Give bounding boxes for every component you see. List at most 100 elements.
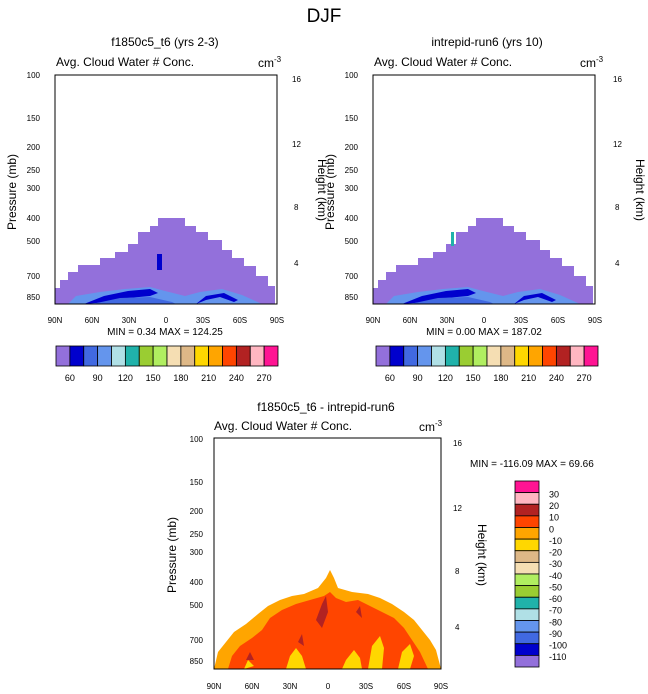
colorbar-swatch <box>69 345 85 367</box>
panel-1-unit: cm-3 <box>258 55 282 70</box>
panel-1-htick-12: 12 <box>292 140 301 149</box>
colorbar-swatch <box>83 345 99 367</box>
panel-2-htick-8: 8 <box>615 203 620 212</box>
panel-2-subtitle: Avg. Cloud Water # Conc. <box>374 55 512 69</box>
panel-3-diff-yellow <box>244 636 414 669</box>
panel-3: f1850c5_t6 - intrepid-run6 Avg. Cloud Wa… <box>165 400 594 691</box>
colorbar-swatch <box>583 345 599 367</box>
colorbar-swatch <box>514 585 540 598</box>
panel-3-ytick-150: 150 <box>190 478 204 487</box>
colorbar-swatch <box>542 345 557 367</box>
panel-2-xtick-60s: 60S <box>551 316 565 325</box>
colorbar-swatch <box>514 573 540 587</box>
colorbar-swatch <box>514 515 540 528</box>
panel-1-htick-16: 16 <box>292 75 301 84</box>
colorbar-swatch <box>500 345 516 367</box>
panel-2-plot <box>373 218 593 304</box>
panel-1-title: f1850c5_t6 (yrs 2-3) <box>111 35 218 49</box>
panel-1-xtick-30s: 30S <box>196 316 210 325</box>
panel-3-colorbar-labels: 30 20 10 0 -10 -20 -30 -40 -50 -60 -70 -… <box>549 489 567 662</box>
panel-2: intrepid-run6 (yrs 10) Avg. Cloud Water … <box>323 35 647 383</box>
panel-3-ytick-400: 400 <box>190 578 204 587</box>
panel-3-height-ticks: 16 12 8 4 <box>453 439 462 632</box>
panel-3-cb-label-m10: -10 <box>549 536 562 546</box>
panel-3-cb-label-m80: -80 <box>549 617 562 627</box>
panel-2-cb-label-240: 240 <box>549 373 564 383</box>
panel-2-cb-label-180: 180 <box>493 373 508 383</box>
colorbar-swatch <box>249 345 265 367</box>
panel-3-xtick-60s: 60S <box>397 682 411 691</box>
panel-3-ytick-100: 100 <box>190 435 204 444</box>
panel-3-xtick-30n: 30N <box>283 682 298 691</box>
panel-3-cb-label-m110: -110 <box>549 652 566 662</box>
panel-1-cb-label-120: 120 <box>118 373 133 383</box>
panel-3-ylabel-right: Height (km) <box>475 524 489 586</box>
panel-1-xtick-30n: 30N <box>122 316 137 325</box>
panel-3-cb-label-m50: -50 <box>549 582 562 592</box>
colorbar-swatch <box>235 345 251 367</box>
panel-3-cb-label-m60: -60 <box>549 594 562 604</box>
panel-1-xtick-60s: 60S <box>233 316 247 325</box>
panel-2-ytick-850: 850 <box>345 293 359 302</box>
colorbar-swatch <box>514 538 540 552</box>
colorbar-swatch <box>97 345 112 367</box>
panel-3-xtick-0: 0 <box>326 682 331 691</box>
panel-1-cb-label-60: 60 <box>65 373 75 383</box>
panel-1-htick-4: 4 <box>294 259 299 268</box>
panel-3-cb-label-m30: -30 <box>549 559 562 569</box>
panel-1-xtick-0: 0 <box>164 316 169 325</box>
panel-1-ytick-250: 250 <box>27 166 41 175</box>
panel-2-xtick-60n: 60N <box>403 316 418 325</box>
panel-1-ytick-700: 700 <box>27 272 41 281</box>
panel-2-ytick-400: 400 <box>345 214 359 223</box>
panel-1-cb-label-240: 240 <box>229 373 244 383</box>
panel-1-htick-8: 8 <box>294 203 299 212</box>
colorbar-swatch <box>431 345 446 367</box>
panel-1-xtick-90s: 90S <box>270 316 284 325</box>
panel-3-cb-label-m70: -70 <box>549 606 562 616</box>
panel-1-cb-label-210: 210 <box>201 373 216 383</box>
colorbar-swatch <box>152 345 168 367</box>
panel-3-subtitle: Avg. Cloud Water # Conc. <box>214 419 352 433</box>
panel-2-cloud-base <box>373 218 593 304</box>
colorbar-swatch <box>472 345 488 367</box>
panel-2-cloud-dark <box>402 289 556 304</box>
panel-3-ytick-300: 300 <box>190 548 204 557</box>
panel-1-cb-label-90: 90 <box>93 373 103 383</box>
panel-3-plot <box>214 570 441 669</box>
panel-3-cb-label-m40: -40 <box>549 571 562 581</box>
colorbar-swatch <box>444 345 460 367</box>
panel-2-ytick-500: 500 <box>345 237 359 246</box>
colorbar-swatch <box>514 654 540 668</box>
panel-3-cb-label-m20: -20 <box>549 548 562 558</box>
colorbar-swatch <box>514 550 540 563</box>
panel-2-xtick-90s: 90S <box>588 316 602 325</box>
panel-3-y-ticks: 100 150 200 250 300 400 500 700 850 <box>190 435 204 666</box>
panel-2-ylabel-right: Height (km) <box>633 159 647 221</box>
panel-2-ylabel: Pressure (mb) <box>323 154 337 230</box>
colorbar-swatch <box>417 345 432 367</box>
colorbar-swatch <box>514 608 540 621</box>
colorbar-swatch <box>194 345 210 367</box>
panel-2-x-ticks: 90N 60N 30N 0 30S 60S 90S <box>366 316 602 325</box>
panel-2-cb-label-120: 120 <box>438 373 453 383</box>
panel-2-ytick-200: 200 <box>345 143 359 152</box>
colorbar-swatch <box>375 345 391 367</box>
panel-2-ytick-700: 700 <box>345 272 359 281</box>
colorbar-swatch <box>569 345 585 367</box>
panel-3-x-ticks: 90N 60N 30N 0 30S 60S 90S <box>207 682 448 691</box>
panel-1-plot <box>55 218 275 304</box>
panel-3-ytick-850: 850 <box>190 657 204 666</box>
colorbar-swatch <box>555 345 571 367</box>
colorbar-swatch <box>514 620 540 633</box>
colorbar-swatch <box>514 643 540 656</box>
panel-1-ytick-100: 100 <box>27 71 41 80</box>
panel-2-xtick-0: 0 <box>482 316 487 325</box>
panel-2-cloud-light <box>410 297 494 304</box>
panel-3-xtick-60n: 60N <box>245 682 260 691</box>
panel-2-htick-4: 4 <box>615 259 620 268</box>
colorbar-swatch <box>180 345 196 367</box>
panel-2-cb-label-210: 210 <box>521 373 536 383</box>
colorbar-swatch <box>166 345 182 367</box>
